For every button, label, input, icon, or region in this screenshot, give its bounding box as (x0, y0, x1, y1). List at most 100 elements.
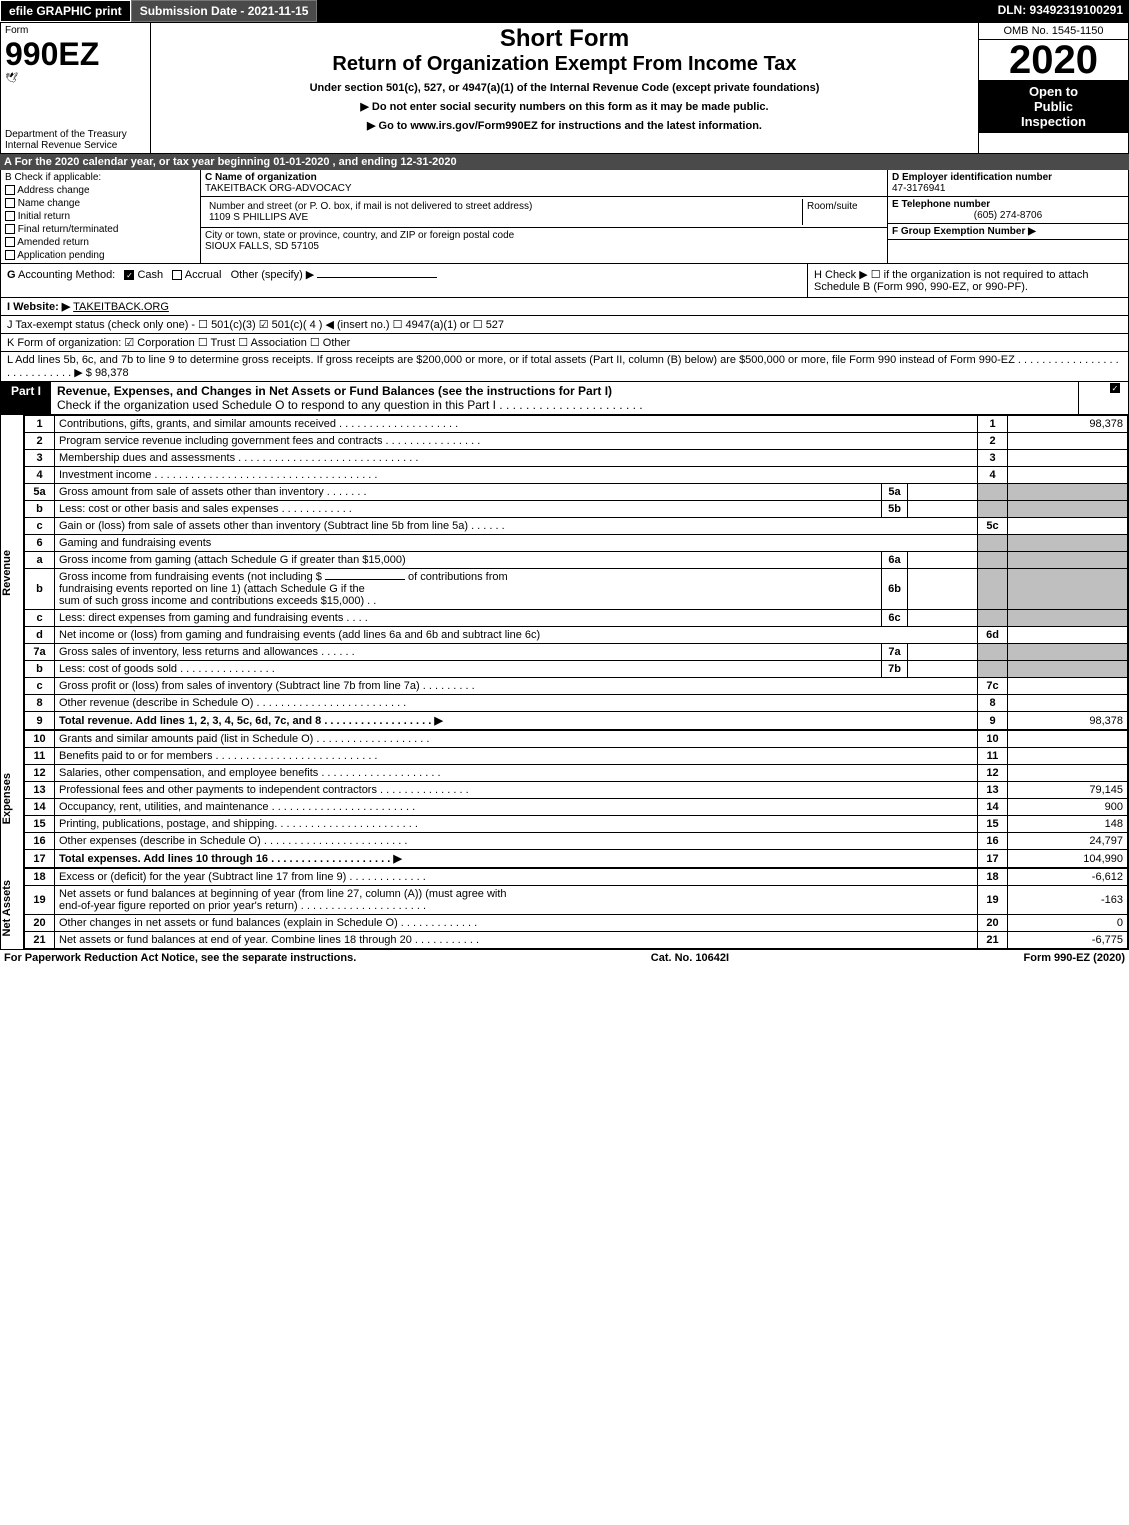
revenue-table: 1Contributions, gifts, grants, and simil… (24, 415, 1128, 730)
expenses-table: 10Grants and similar amounts paid (list … (24, 730, 1128, 868)
opt-address-change[interactable]: Address change (5, 185, 196, 196)
group-exemption-header: F Group Exemption Number ▶ (892, 226, 1036, 237)
footer: For Paperwork Reduction Act Notice, see … (0, 950, 1129, 966)
subtitle-section: Under section 501(c), 527, or 4947(a)(1)… (157, 82, 972, 94)
row-9: 9 Total revenue. Add lines 1, 2, 3, 4, 5… (25, 712, 1128, 730)
line-l: L Add lines 5b, 6c, and 7b to line 9 to … (0, 352, 1129, 382)
city-header: City or town, state or province, country… (205, 230, 883, 241)
form-number: 990EZ (5, 36, 146, 73)
table-row: 1Contributions, gifts, grants, and simil… (25, 416, 1128, 433)
opt-initial-return[interactable]: Initial return (5, 211, 196, 222)
net-assets-block: Net Assets 18Excess or (deficit) for the… (0, 868, 1129, 950)
row-6c: c Less: direct expenses from gaming and … (25, 610, 1128, 627)
part-i-header: Part I Revenue, Expenses, and Changes in… (0, 382, 1129, 415)
row-5b: b Less: cost or other basis and sales ex… (25, 501, 1128, 518)
top-bar: efile GRAPHIC print Submission Date - 20… (0, 0, 1129, 22)
bug-icon: 🕊 (5, 73, 146, 84)
cell-city: City or town, state or province, country… (201, 228, 887, 254)
table-row: 18Excess or (deficit) for the year (Subt… (25, 869, 1128, 886)
room-header: Room/suite (807, 201, 879, 212)
street-value: 1109 S PHILLIPS AVE (209, 212, 798, 223)
opt-name-change[interactable]: Name change (5, 198, 196, 209)
line-g: G Accounting Method: Cash Accrual Other … (1, 264, 808, 297)
expenses-label: Expenses (1, 730, 24, 868)
org-info-row: B Check if applicable: Address change Na… (0, 170, 1129, 264)
net-assets-label: Net Assets (1, 868, 24, 949)
col-b-header: B Check if applicable: (5, 172, 196, 183)
gh-row: G Accounting Method: Cash Accrual Other … (0, 264, 1129, 298)
column-c: C Name of organization TAKEITBACK ORG-AD… (201, 170, 888, 263)
table-row: 12Salaries, other compensation, and empl… (25, 765, 1128, 782)
title-short-form: Short Form (157, 25, 972, 53)
part-i-subtitle: Check if the organization used Schedule … (57, 398, 643, 412)
tax-year: 2020 (979, 40, 1128, 80)
opt-final-return[interactable]: Final return/terminated (5, 224, 196, 235)
footer-left: For Paperwork Reduction Act Notice, see … (4, 952, 356, 964)
cell-tel: E Telephone number (605) 274-8706 (888, 197, 1128, 224)
table-row: 15Printing, publications, postage, and s… (25, 816, 1128, 833)
row-5a: 5a Gross amount from sale of assets othe… (25, 484, 1128, 501)
tel-header: E Telephone number (892, 199, 990, 210)
submission-date-button[interactable]: Submission Date - 2021-11-15 (131, 0, 318, 22)
website-value[interactable]: TAKEITBACK.ORG (73, 301, 169, 313)
row-6b: b Gross income from fundraising events (… (25, 569, 1128, 610)
tel-value: (605) 274-8706 (892, 210, 1124, 221)
title-return: Return of Organization Exempt From Incom… (157, 53, 972, 76)
table-row: 3Membership dues and assessments . . . .… (25, 450, 1128, 467)
footer-right: Form 990-EZ (2020) (1024, 952, 1125, 964)
line-h: H Check ▶ ☐ if the organization is not r… (808, 264, 1128, 297)
table-row: 10Grants and similar amounts paid (list … (25, 731, 1128, 748)
table-row: 14Occupancy, rent, utilities, and mainte… (25, 799, 1128, 816)
table-row: 17Total expenses. Add lines 10 through 1… (25, 850, 1128, 868)
row-7b: b Less: cost of goods sold . . . . . . .… (25, 661, 1128, 678)
city-value: SIOUX FALLS, SD 57105 (205, 241, 883, 252)
table-row: 19Net assets or fund balances at beginni… (25, 886, 1128, 915)
street-header: Number and street (or P. O. box, if mail… (209, 201, 798, 212)
part-i-title: Revenue, Expenses, and Changes in Net As… (51, 382, 1078, 414)
cash-checkbox[interactable] (124, 270, 134, 280)
column-b: B Check if applicable: Address change Na… (1, 170, 201, 263)
footer-center: Cat. No. 10642I (651, 952, 729, 964)
dln-label: DLN: 93492319100291 (992, 0, 1129, 22)
opt-application-pending[interactable]: Application pending (5, 250, 196, 261)
cell-street: Number and street (or P. O. box, if mail… (201, 197, 887, 228)
row-6: 6 Gaming and fundraising events (25, 535, 1128, 552)
cell-ein: D Employer identification number 47-3176… (888, 170, 1128, 197)
accrual-checkbox[interactable] (172, 270, 182, 280)
org-name-header: C Name of organization (205, 172, 317, 183)
line-l-value: 98,378 (95, 367, 129, 379)
open-to-public: Open to Public Inspection (979, 80, 1128, 133)
efile-button[interactable]: efile GRAPHIC print (0, 0, 131, 22)
form-word: Form (5, 25, 146, 36)
part-i-checkbox-cell (1078, 382, 1128, 414)
line-k: K Form of organization: ☑ Corporation ☐ … (0, 334, 1129, 352)
ein-value: 47-3176941 (892, 183, 945, 194)
cell-group-exemption: F Group Exemption Number ▶ (888, 224, 1128, 240)
header-right: OMB No. 1545-1150 2020 Open to Public In… (978, 23, 1128, 153)
schedule-o-checkbox[interactable] (1110, 383, 1120, 393)
table-row: 2Program service revenue including gover… (25, 433, 1128, 450)
table-row: 4Investment income . . . . . . . . . . .… (25, 467, 1128, 484)
table-row: 11Benefits paid to or for members . . . … (25, 748, 1128, 765)
cell-org-name: C Name of organization TAKEITBACK ORG-AD… (201, 170, 887, 197)
row-5c: c Gain or (loss) from sale of assets oth… (25, 518, 1128, 535)
net-assets-table: 18Excess or (deficit) for the year (Subt… (24, 868, 1128, 949)
column-d: D Employer identification number 47-3176… (888, 170, 1128, 263)
expenses-block: Expenses 10Grants and similar amounts pa… (0, 730, 1129, 868)
row-7c: c Gross profit or (loss) from sales of i… (25, 678, 1128, 695)
line-j: J Tax-exempt status (check only one) - ☐… (0, 316, 1129, 334)
line-l-text: L Add lines 5b, 6c, and 7b to line 9 to … (7, 354, 1119, 379)
row-7a: 7a Gross sales of inventory, less return… (25, 644, 1128, 661)
header-left: Form 990EZ 🕊 Department of the Treasury … (1, 23, 151, 153)
line-i: I Website: ▶ TAKEITBACK.ORG (0, 298, 1129, 316)
form-header: Form 990EZ 🕊 Department of the Treasury … (0, 22, 1129, 154)
table-row: 13Professional fees and other payments t… (25, 782, 1128, 799)
opt-amended-return[interactable]: Amended return (5, 237, 196, 248)
revenue-label: Revenue (1, 415, 24, 730)
org-name-value: TAKEITBACK ORG-ADVOCACY (205, 183, 883, 194)
subtitle-goto: ▶ Go to www.irs.gov/Form990EZ for instru… (157, 119, 972, 132)
website-label: I Website: ▶ (7, 301, 70, 313)
irs-link[interactable]: www.irs.gov/Form990EZ (410, 120, 537, 132)
irs-label: Internal Revenue Service (5, 140, 146, 151)
table-row: 20Other changes in net assets or fund ba… (25, 915, 1128, 932)
